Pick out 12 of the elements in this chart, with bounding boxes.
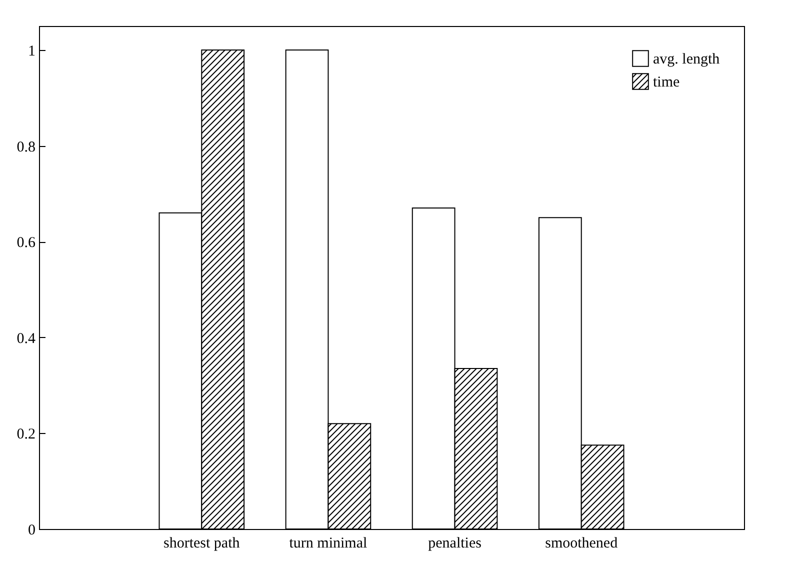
legend-label: time xyxy=(653,74,680,90)
y-tick-label: 1 xyxy=(28,43,36,60)
x-tick-label: shortest path xyxy=(164,536,240,552)
y-tick-label: 0.2 xyxy=(16,426,36,443)
y-tick-label: 0.6 xyxy=(16,235,36,252)
x-tick-label: smoothened xyxy=(545,536,618,552)
x-tick-label: penalties xyxy=(428,536,482,552)
y-tick-label: 0.4 xyxy=(16,330,36,347)
y-tick-label: 0.8 xyxy=(16,139,36,156)
legend-label: avg. length xyxy=(653,52,720,68)
y-tick-label: 0 xyxy=(28,522,36,538)
x-tick-label: turn minimal xyxy=(289,536,368,552)
